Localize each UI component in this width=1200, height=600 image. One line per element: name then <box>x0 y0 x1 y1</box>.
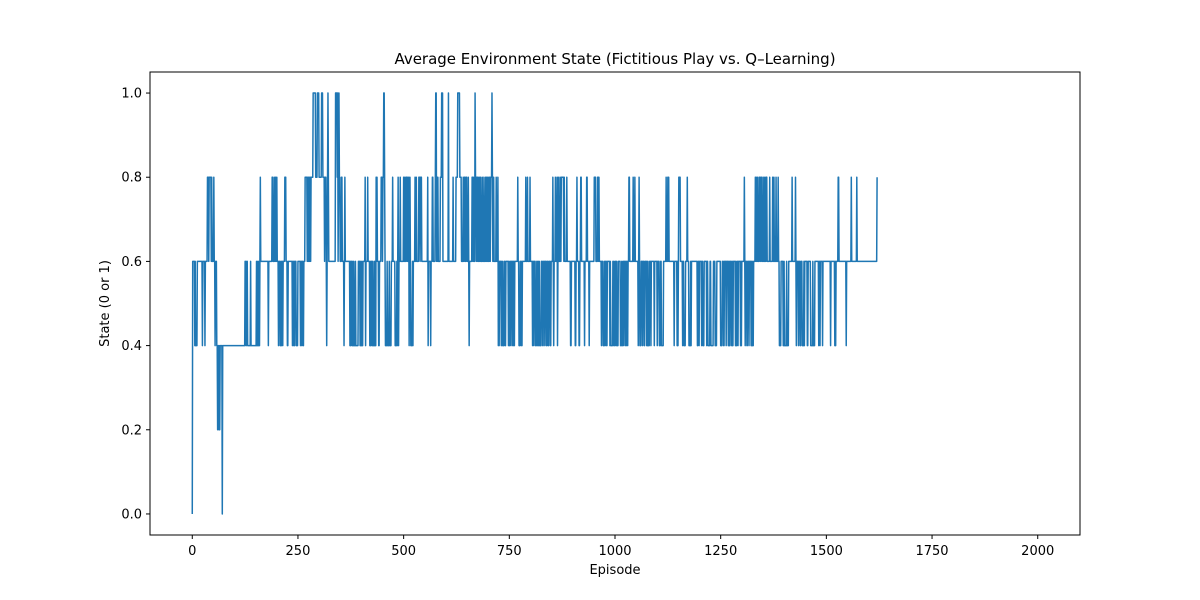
y-axis: 0.0 0.2 0.4 0.6 0.8 1.0 <box>121 87 150 522</box>
chart-title: Average Environment State (Fictitious Pl… <box>394 50 835 68</box>
y-tick-label: 0.6 <box>121 255 142 270</box>
y-tick-label: 0.2 <box>121 423 142 438</box>
y-tick-label: 0.0 <box>121 507 142 522</box>
x-tick-label: 0 <box>188 544 196 559</box>
y-tick-label: 0.4 <box>121 339 142 354</box>
x-axis: 0 250 500 750 1000 1250 1500 1750 2000 <box>188 535 1054 559</box>
x-tick-label: 1000 <box>598 544 631 559</box>
y-tick-label: 0.8 <box>121 171 142 186</box>
x-tick-label: 2000 <box>1021 544 1054 559</box>
x-tick-label: 500 <box>391 544 416 559</box>
x-tick-label: 1500 <box>810 544 843 559</box>
y-tick-label: 1.0 <box>121 87 142 102</box>
x-axis-label: Episode <box>589 563 640 578</box>
plot-frame <box>149 71 1081 536</box>
y-axis-label: State (0 or 1) <box>98 260 113 347</box>
x-tick-label: 250 <box>286 544 311 559</box>
x-tick-label: 750 <box>497 544 522 559</box>
x-tick-label: 1250 <box>704 544 737 559</box>
plot-area <box>191 92 878 515</box>
x-tick-label: 1750 <box>915 544 948 559</box>
series-line-0 <box>191 92 878 515</box>
